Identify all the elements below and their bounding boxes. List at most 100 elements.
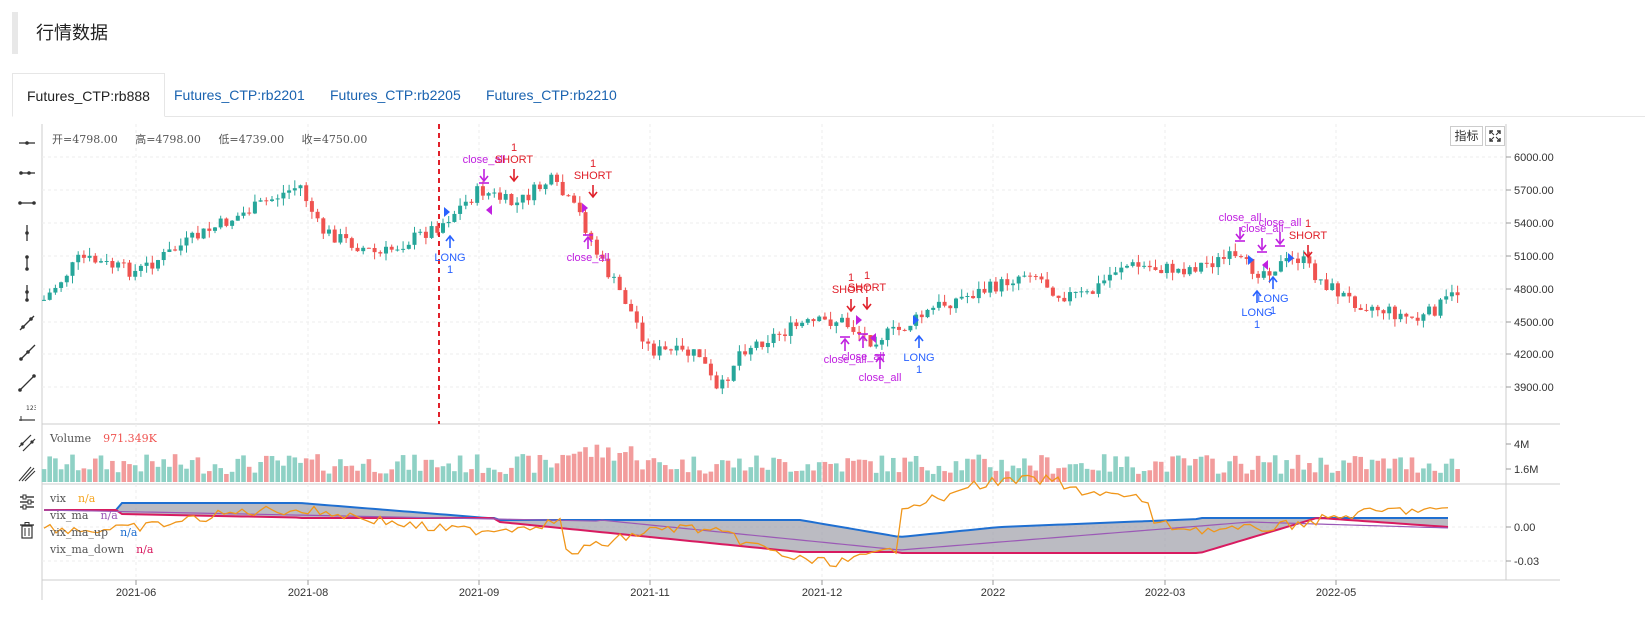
trend-line-icon[interactable] xyxy=(17,313,37,333)
candle-body xyxy=(1022,275,1027,277)
candle-body xyxy=(1204,262,1209,264)
volume-bar xyxy=(1033,470,1039,482)
candle-body xyxy=(902,329,907,331)
parallel-channel-icon[interactable] xyxy=(17,433,37,453)
candle-body xyxy=(121,262,126,264)
candle-body xyxy=(423,231,428,238)
candle-body xyxy=(674,345,679,351)
volume-bar xyxy=(138,471,144,482)
volume-bar xyxy=(98,455,104,482)
volume-bar xyxy=(201,473,206,482)
volume-bar xyxy=(1404,469,1409,482)
candle-body xyxy=(743,351,748,355)
price-label-icon[interactable]: 123 xyxy=(17,403,37,423)
candle-body xyxy=(372,248,377,253)
volume-bar xyxy=(269,456,275,482)
volume-bar xyxy=(737,458,742,482)
candle-body xyxy=(1392,306,1397,320)
volume-bar xyxy=(1324,464,1329,482)
extended-line-icon[interactable] xyxy=(17,373,37,393)
candle-body xyxy=(874,344,879,347)
volume-bar xyxy=(1358,456,1363,482)
settings-icon[interactable] xyxy=(17,492,37,512)
vix-line xyxy=(43,474,1449,568)
tab-rb2201[interactable]: Futures_CTP:rb2201 xyxy=(174,87,305,103)
volume-bar xyxy=(509,467,514,482)
candle-body xyxy=(646,341,651,344)
tab-rb888[interactable]: Futures_CTP:rb888 xyxy=(12,73,165,117)
volume-bar xyxy=(1022,458,1027,482)
volume-bar xyxy=(771,457,776,482)
candle-body xyxy=(492,192,497,194)
position-marker xyxy=(582,203,588,213)
trash-icon[interactable] xyxy=(17,520,37,540)
volume-bar xyxy=(93,458,98,482)
candle-body xyxy=(1370,306,1375,311)
vertical-segment-icon[interactable] xyxy=(17,253,37,273)
volume-bar xyxy=(326,473,332,482)
long-signal-qty: 1 xyxy=(447,264,453,276)
candle-body xyxy=(572,195,577,203)
volume-bar xyxy=(178,464,184,482)
vix-ma-down-label: vix_ma_down xyxy=(50,543,125,556)
indicator-button[interactable]: 指标 xyxy=(1450,126,1483,146)
candle-body xyxy=(366,247,371,249)
candle-body xyxy=(971,296,976,299)
candle-body xyxy=(287,190,292,193)
horizontal-ray-icon[interactable] xyxy=(17,163,37,183)
time-tick-label: 2021-12 xyxy=(802,587,842,599)
volume-bar xyxy=(1381,458,1386,482)
candle-body xyxy=(651,343,656,356)
candle-body xyxy=(486,193,491,196)
ray-icon[interactable] xyxy=(17,343,37,363)
volume-bar xyxy=(1301,469,1306,482)
vix-ma-up-label: vix_ma_up xyxy=(50,526,109,539)
volume-bar xyxy=(1107,471,1113,482)
volume-bar xyxy=(606,447,611,482)
tab-rb2210[interactable]: Futures_CTP:rb2210 xyxy=(486,87,617,103)
volume-bar xyxy=(41,469,47,482)
candle-body xyxy=(315,211,320,219)
volume-bar xyxy=(218,468,223,482)
candle-body xyxy=(1221,257,1226,259)
candle-body xyxy=(378,252,383,254)
volume-bar xyxy=(58,469,64,482)
candle-body xyxy=(1107,274,1112,281)
volume-bar xyxy=(982,458,987,482)
candle-body xyxy=(691,349,696,356)
volume-bar xyxy=(1295,454,1301,482)
horizontal-segment-icon[interactable] xyxy=(17,193,37,213)
open-value: 开=4798.00 xyxy=(52,133,118,146)
volume-bar xyxy=(406,469,412,482)
candle-body xyxy=(1284,258,1289,262)
volume-bar xyxy=(1443,463,1449,482)
volume-bar xyxy=(862,459,868,482)
tab-rb2205[interactable]: Futures_CTP:rb2205 xyxy=(330,87,461,103)
volume-bar xyxy=(1369,459,1375,482)
candle-body xyxy=(703,357,708,364)
short-signal-qty: 1 xyxy=(590,158,596,170)
candle-body xyxy=(697,349,702,358)
volume-bar xyxy=(1335,470,1341,482)
long-signal-arrow xyxy=(1268,275,1278,283)
candle-body xyxy=(224,218,229,226)
volume-bar xyxy=(1341,460,1346,482)
pitchfork-icon[interactable] xyxy=(17,463,37,483)
candle-body xyxy=(800,322,805,327)
candle-body xyxy=(127,262,132,277)
horizontal-line-icon[interactable] xyxy=(17,133,37,153)
volume-bar xyxy=(1261,462,1267,482)
fullscreen-icon[interactable] xyxy=(1485,126,1505,146)
volume-bar xyxy=(1198,456,1204,482)
candle-body xyxy=(213,227,217,231)
volume-bar xyxy=(1318,457,1324,482)
volume-bar xyxy=(811,470,816,482)
volume-tick-label: 4M xyxy=(1514,439,1529,451)
vertical-line-icon[interactable] xyxy=(17,223,37,243)
volume-bar xyxy=(383,473,389,482)
close-all-arrow xyxy=(858,334,868,342)
candle-body xyxy=(1381,310,1386,314)
candle-body xyxy=(1182,268,1186,275)
vertical-ray-icon[interactable] xyxy=(17,283,37,303)
